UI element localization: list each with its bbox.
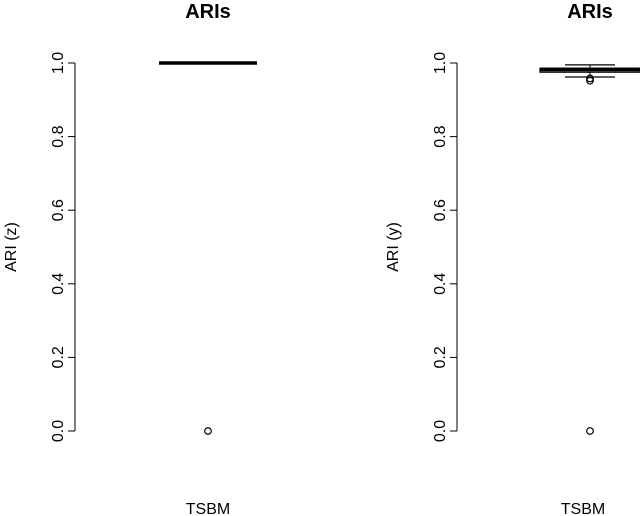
right-y-tick-label: 0.6 [432, 199, 449, 221]
right-y-axis-label: ARI (y) [385, 222, 402, 272]
left-outlier-point [204, 427, 212, 435]
right-category-label: TSBM [561, 501, 605, 516]
left-y-tick-label: 0.8 [50, 125, 67, 147]
right-boxplot-panel: ARIs ARI (y) TSBM 0.0 0.2 0.4 0.6 0.8 1.0 [385, 1, 640, 516]
left-chart-title: ARIs [185, 1, 231, 23]
right-outlier-point [586, 427, 594, 435]
right-y-tick-label: 1.0 [432, 52, 449, 74]
right-outlier-point [586, 76, 594, 85]
left-boxplot-panel: ARIs ARI (z) TSBM 0.0 0.2 0.4 0.6 0.8 1.0 [3, 1, 257, 516]
left-y-tick-label: 0.0 [50, 420, 67, 442]
right-y-tick-label: 0.4 [432, 273, 449, 295]
left-y-axis-label: ARI (z) [3, 222, 20, 272]
left-category-label: TSBM [186, 501, 230, 516]
right-y-tick-label: 0.0 [432, 420, 449, 442]
left-y-tick-label: 0.6 [50, 199, 67, 221]
right-y-tick-label: 0.2 [432, 346, 449, 368]
left-y-tick-label: 0.2 [50, 346, 67, 368]
right-y-tick-label: 0.8 [432, 125, 449, 147]
left-y-tick-label: 1.0 [50, 52, 67, 74]
left-y-tick-label: 0.4 [50, 273, 67, 295]
right-chart-title: ARIs [567, 1, 613, 23]
right-outlier-point [586, 74, 594, 83]
